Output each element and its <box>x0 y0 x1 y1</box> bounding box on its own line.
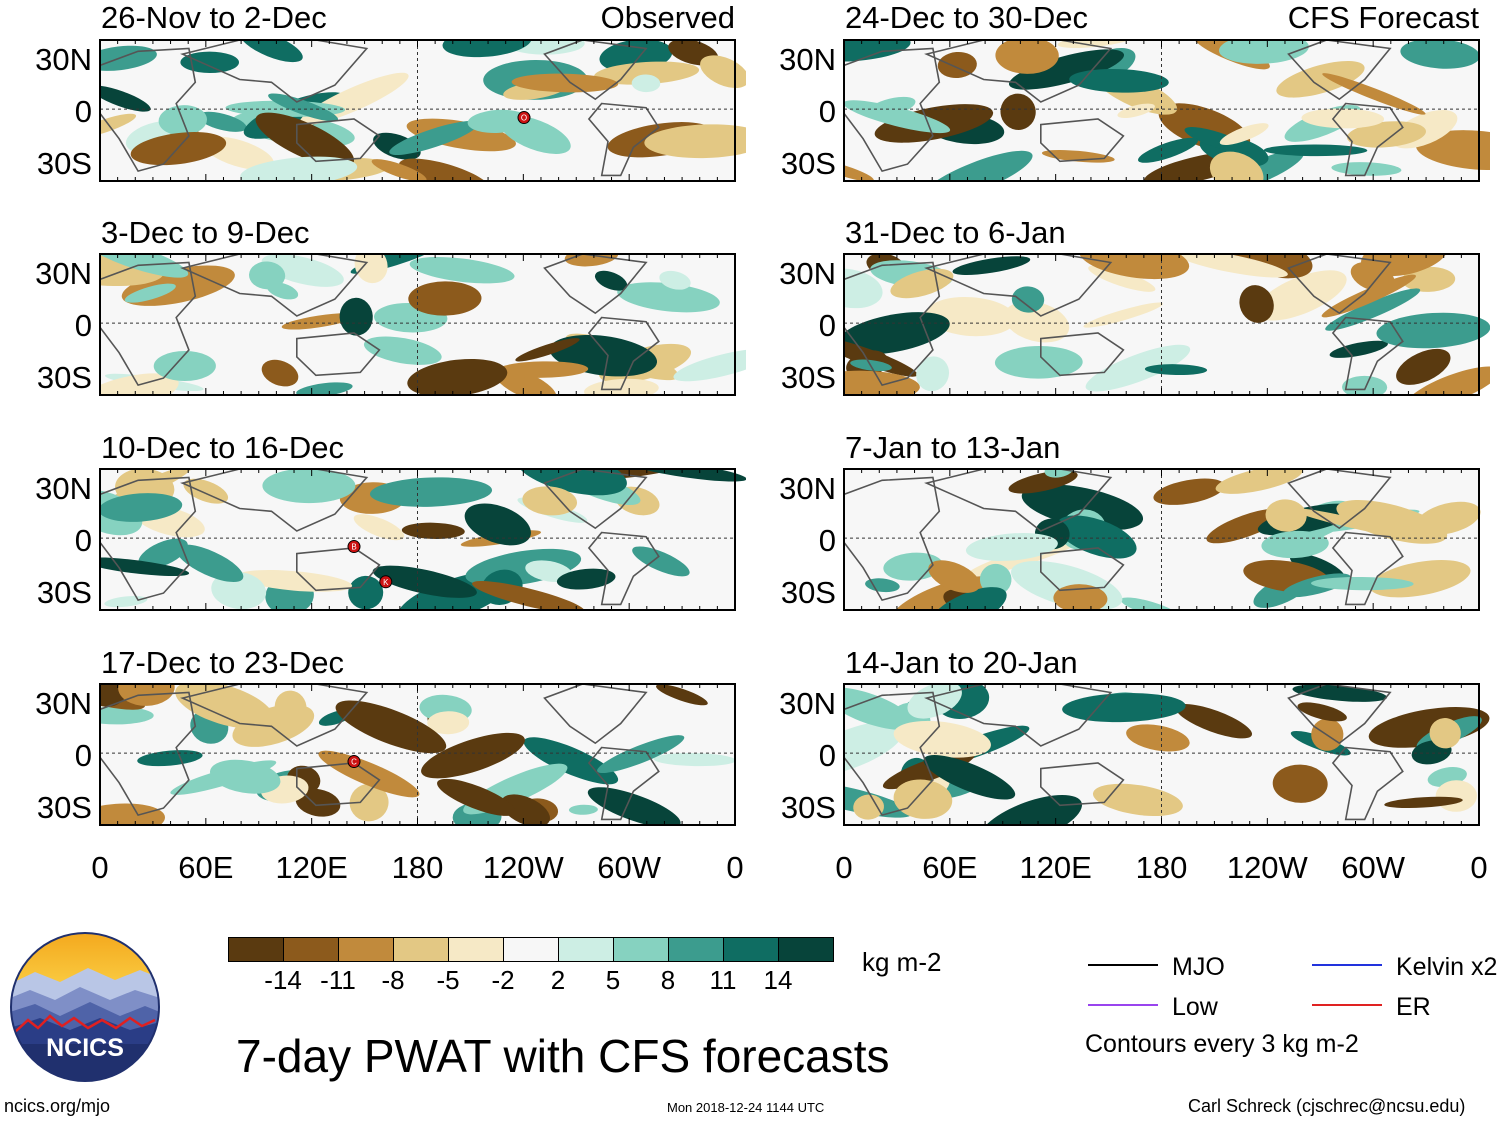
y-tick-label: 30S <box>20 792 92 823</box>
x-tick-label: 60E <box>146 852 266 883</box>
panel-title: 7-Jan to 13-Jan <box>845 432 1060 463</box>
x-tick-label: 180 <box>358 852 478 883</box>
y-tick-label: 0 <box>764 525 836 556</box>
contour-note: Contours every 3 kg m-2 <box>1085 1032 1359 1057</box>
colorbar-tick-label: 14 <box>748 967 808 993</box>
y-tick-label: 0 <box>20 740 92 771</box>
legend-line <box>1312 1004 1382 1006</box>
y-tick-label: 30S <box>20 362 92 393</box>
y-tick-label: 30S <box>764 148 836 179</box>
x-tick-label: 120W <box>463 852 583 883</box>
x-tick-label: 0 <box>675 852 795 883</box>
footer-timestamp: Mon 2018-12-24 1144 UTC <box>667 1101 824 1114</box>
x-tick-label: 120W <box>1207 852 1327 883</box>
colorbar-swatch <box>229 938 284 962</box>
panel-title: 10-Dec to 16-Dec <box>101 432 344 463</box>
storm-label: C <box>351 758 357 767</box>
panel-title: 24-Dec to 30-Dec <box>845 2 1088 33</box>
legend-label: Kelvin x2 <box>1396 955 1497 980</box>
pwat-map-panel <box>99 253 746 396</box>
legend-line <box>1088 964 1158 966</box>
y-tick-label: 30N <box>764 258 836 289</box>
colorbar-tick-label: 8 <box>638 967 698 993</box>
pwat-map-panel: C <box>99 683 746 826</box>
colorbar-swatch <box>559 938 614 962</box>
pwat-map-panel <box>843 683 1490 826</box>
y-tick-label: 30N <box>20 688 92 719</box>
colorbar-tick-label: 2 <box>528 967 588 993</box>
x-tick-label: 60W <box>1313 852 1433 883</box>
y-tick-label: 30N <box>20 258 92 289</box>
y-tick-label: 30N <box>20 44 92 75</box>
colorbar-tick-label: -8 <box>363 967 423 993</box>
y-tick-label: 0 <box>764 310 836 341</box>
colorbar-swatch <box>339 938 394 962</box>
y-tick-label: 0 <box>764 740 836 771</box>
x-tick-label: 0 <box>784 852 904 883</box>
panel-title: 17-Dec to 23-Dec <box>101 647 344 678</box>
pwat-map-panel: O <box>99 39 746 182</box>
colorbar-tick-label: -11 <box>308 967 368 993</box>
colorbar-swatch <box>724 938 779 962</box>
pwat-anomaly-blob <box>180 51 239 73</box>
ncics-logo: NCICS <box>10 932 160 1082</box>
x-tick-label: 60E <box>890 852 1010 883</box>
colorbar-tick-label: -2 <box>473 967 533 993</box>
legend-label: MJO <box>1172 955 1225 980</box>
colorbar-units: kg m-2 <box>862 950 941 975</box>
y-tick-label: 30N <box>764 473 836 504</box>
panel-title: 14-Jan to 20-Jan <box>845 647 1078 678</box>
colorbar-tick-label: -14 <box>253 967 313 993</box>
pwat-map-panel <box>843 468 1490 611</box>
x-tick-label: 0 <box>40 852 160 883</box>
colorbar-swatch <box>504 938 559 962</box>
panel-title: 26-Nov to 2-Dec <box>101 2 327 33</box>
storm-label: B <box>351 543 356 552</box>
y-tick-label: 0 <box>20 310 92 341</box>
legend-line <box>1312 964 1382 966</box>
panel-title: 3-Dec to 9-Dec <box>101 217 309 248</box>
y-tick-label: 30N <box>764 688 836 719</box>
legend-label: ER <box>1396 995 1431 1020</box>
colorbar-swatch <box>669 938 724 962</box>
y-tick-label: 30S <box>20 577 92 608</box>
y-tick-label: 0 <box>20 96 92 127</box>
pwat-map-panel: BK <box>99 468 746 611</box>
x-tick-label: 60W <box>569 852 689 883</box>
footer-author: Carl Schreck (cjschrec@ncsu.edu) <box>1188 1097 1465 1115</box>
y-tick-label: 30S <box>764 362 836 393</box>
pwat-map-panel <box>843 253 1490 396</box>
colorbar-tick-label: 5 <box>583 967 643 993</box>
legend-line <box>1088 1004 1158 1006</box>
y-tick-label: 0 <box>764 96 836 127</box>
colorbar <box>228 937 834 963</box>
y-tick-label: 0 <box>20 525 92 556</box>
y-tick-label: 30N <box>20 473 92 504</box>
colorbar-swatch <box>394 938 449 962</box>
colorbar-swatch <box>449 938 504 962</box>
panel-title: 31-Dec to 6-Jan <box>845 217 1066 248</box>
chart-title: 7-day PWAT with CFS forecasts <box>236 1032 890 1080</box>
colorbar-swatch <box>614 938 669 962</box>
footer-url[interactable]: ncics.org/mjo <box>4 1097 110 1115</box>
y-tick-label: 30N <box>764 44 836 75</box>
x-tick-label: 180 <box>1102 852 1222 883</box>
y-tick-label: 30S <box>764 577 836 608</box>
x-tick-label: 120E <box>996 852 1116 883</box>
observed-label: Observed <box>495 2 735 33</box>
legend-label: Low <box>1172 995 1218 1020</box>
storm-label: O <box>521 114 527 123</box>
pwat-map-panel <box>843 39 1490 182</box>
logo-text: NCICS <box>46 1034 124 1062</box>
storm-label: K <box>383 578 389 587</box>
y-tick-label: 30S <box>764 792 836 823</box>
y-tick-label: 30S <box>20 148 92 179</box>
colorbar-swatch <box>779 938 834 962</box>
colorbar-tick-label: -5 <box>418 967 478 993</box>
colorbar-swatch <box>284 938 339 962</box>
x-tick-label: 120E <box>252 852 372 883</box>
colorbar-tick-label: 11 <box>693 967 753 993</box>
x-tick-label: 0 <box>1419 852 1510 883</box>
forecast-label: CFS Forecast <box>1239 2 1479 33</box>
